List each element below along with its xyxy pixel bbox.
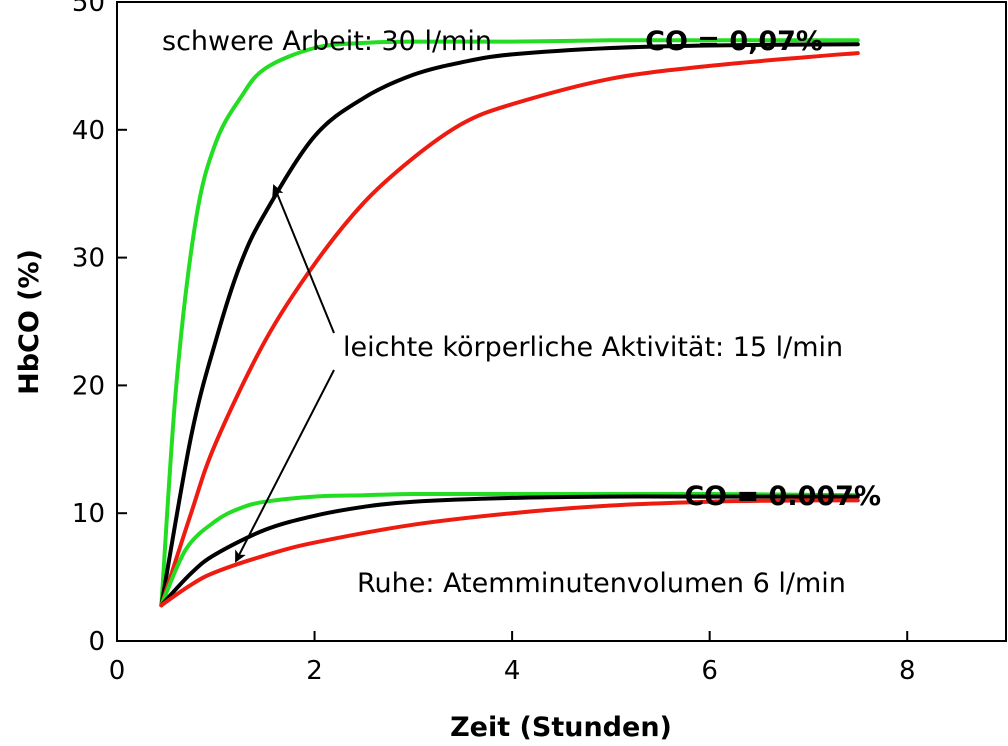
y-tick-label: 20 bbox=[72, 371, 105, 401]
x-axis-title: Zeit (Stunden) bbox=[450, 712, 672, 743]
annotation-rest: Ruhe: Atemminutenvolumen 6 l/min bbox=[357, 568, 846, 599]
arrow-up bbox=[272, 184, 335, 334]
x-tick-label: 2 bbox=[306, 656, 323, 686]
y-axis-title: HbCO (%) bbox=[14, 249, 45, 395]
series-line-green bbox=[159, 38, 860, 608]
series-line-red bbox=[159, 498, 860, 608]
plot-frame bbox=[116, 1, 1007, 642]
series-line-black bbox=[159, 494, 860, 608]
series-line-black bbox=[159, 42, 860, 608]
arrow-down bbox=[235, 369, 335, 563]
y-tick-label: 50 bbox=[72, 0, 105, 18]
annotation-co-high: CO = 0,07% bbox=[645, 26, 823, 57]
y-axis-ticks: 0 10 20 30 40 50 bbox=[72, 0, 127, 657]
y-tick-label: 0 bbox=[88, 627, 105, 657]
x-tick-label: 0 bbox=[109, 656, 126, 686]
x-tick-label: 6 bbox=[701, 656, 718, 686]
series-line-red bbox=[159, 51, 860, 608]
annotation-light-activity: leichte körperliche Aktivität: 15 l/min bbox=[343, 332, 843, 363]
annotation-co-low: CO = 0.007% bbox=[684, 481, 881, 512]
series-layer bbox=[159, 38, 860, 608]
x-tick-label: 8 bbox=[899, 656, 916, 686]
x-axis-ticks: 0 2 4 6 8 bbox=[109, 631, 916, 686]
x-tick-label: 4 bbox=[504, 656, 521, 686]
series-line-green bbox=[159, 491, 860, 608]
y-tick-label: 40 bbox=[72, 116, 105, 146]
y-tick-label: 10 bbox=[72, 499, 105, 529]
annotation-heavy-work: schwere Arbeit: 30 l/min bbox=[162, 26, 492, 57]
y-tick-label: 30 bbox=[72, 244, 105, 274]
